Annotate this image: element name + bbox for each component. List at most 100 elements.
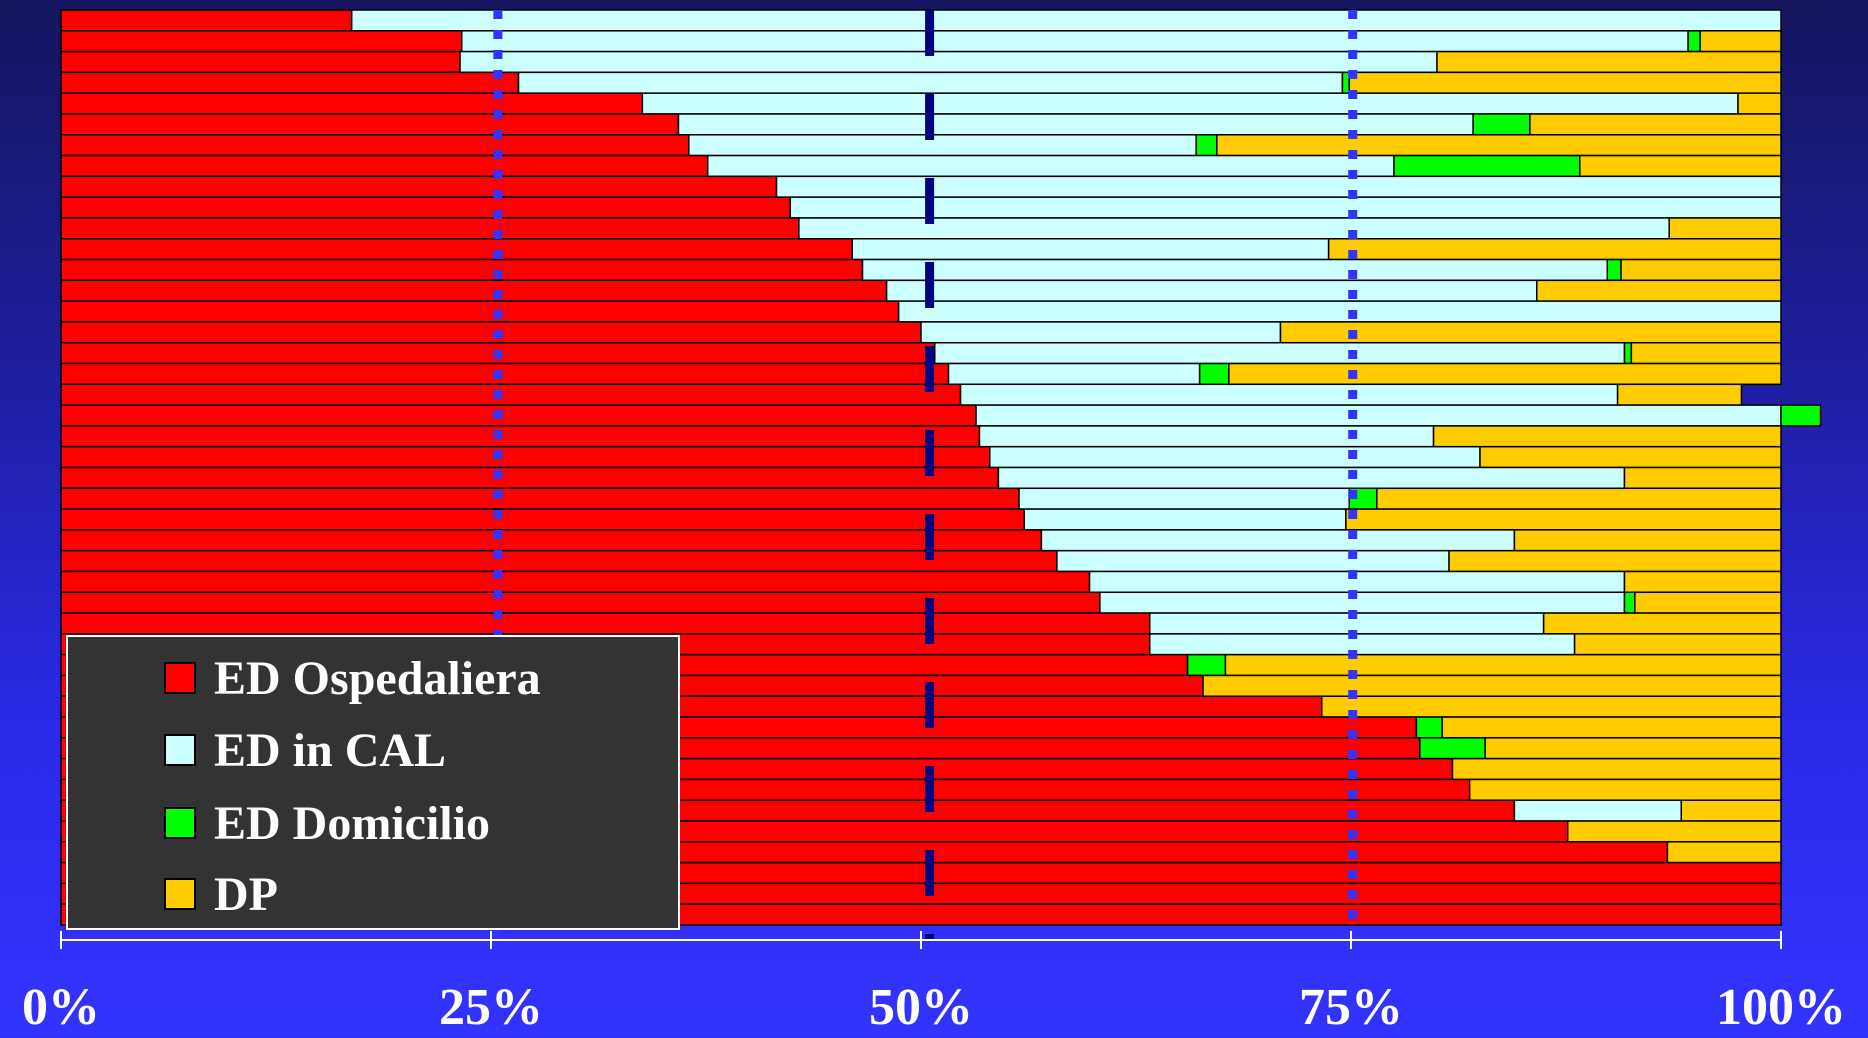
bar-segment	[688, 134, 1197, 157]
reference-lines	[493, 10, 1358, 940]
bar-segment	[885, 279, 1538, 302]
bar-segment	[959, 383, 1619, 406]
legend-item-ed-domicilio: ED Domicilio	[164, 797, 490, 850]
legend-swatch	[164, 807, 196, 839]
bar-segment	[1441, 716, 1782, 739]
bar-segment	[897, 300, 1782, 323]
bar-segment	[461, 30, 1689, 53]
x-tick-label: 100%	[1716, 979, 1846, 1036]
bar-segment	[1479, 445, 1782, 469]
bar-segment	[60, 258, 864, 282]
bar-segment	[1737, 92, 1782, 115]
bar-segment	[1195, 134, 1218, 157]
bar-segment	[1448, 549, 1782, 573]
bar-segment	[1228, 362, 1782, 386]
legend-item-ed-in-cal: ED in CAL	[164, 723, 447, 777]
bar-segment	[1393, 154, 1581, 178]
bar-segment	[60, 383, 962, 406]
bar-segment	[641, 92, 1739, 115]
bar-segment	[1699, 30, 1782, 53]
bar-segment	[1529, 113, 1782, 136]
bar-segment	[60, 508, 1025, 531]
bar-segment	[60, 134, 690, 157]
bar-segment	[60, 9, 353, 32]
bar-segment	[978, 425, 1435, 448]
bar-segment	[1623, 570, 1782, 594]
x-tick-label: 75%	[1299, 979, 1403, 1036]
bar-segment	[1666, 841, 1782, 864]
bar-segment	[789, 196, 1782, 219]
bar-segment	[1099, 591, 1626, 614]
bar-segment	[1472, 113, 1531, 136]
bar-segment	[1668, 217, 1782, 240]
bar-segment	[60, 362, 950, 386]
bar-segment	[920, 321, 1282, 344]
bar-segment	[1623, 466, 1782, 490]
bar-segment	[60, 445, 991, 469]
bar-segment	[1202, 674, 1782, 697]
bar-segment	[1186, 653, 1227, 677]
bar-segment	[1579, 154, 1782, 178]
bar-segment	[60, 92, 644, 115]
bar-segment	[1149, 612, 1545, 635]
bar-segment	[1023, 508, 1347, 531]
bar-segment	[459, 50, 1438, 74]
x-axis	[60, 931, 1782, 949]
bar-segment	[1513, 529, 1782, 552]
bar-segment	[1566, 820, 1782, 843]
bar-segment	[60, 529, 1043, 552]
bar-segment	[1536, 279, 1782, 302]
bar-segment	[1630, 341, 1782, 365]
bar-segment	[1432, 425, 1782, 448]
bar-segment	[1687, 30, 1701, 53]
bar-segment	[60, 175, 778, 198]
bar-segment	[60, 279, 888, 302]
bar-segment	[60, 196, 792, 219]
bar-segment	[1616, 383, 1743, 406]
legend-item-ed-ospedaliera: ED Ospedaliera	[164, 652, 541, 705]
bar-segment	[1623, 341, 1633, 365]
bar-segment	[60, 612, 1151, 635]
bar-segment	[60, 549, 1058, 573]
bar-segment	[60, 404, 977, 427]
bar-segment	[60, 487, 1020, 510]
bar-segment	[1620, 258, 1782, 282]
bar-segment	[60, 71, 520, 94]
x-tick-label: 0%	[22, 979, 100, 1036]
bar-segment	[1513, 799, 1682, 822]
bar-segment	[1018, 487, 1351, 510]
bar-segment	[1623, 591, 1636, 614]
bar-segment	[1484, 737, 1782, 760]
bar-segment	[1348, 71, 1782, 94]
legend-item-dp: DP	[164, 867, 278, 921]
bar-segment	[1040, 529, 1516, 552]
legend-label: DP	[214, 867, 278, 921]
legend-label: ED in CAL	[214, 723, 447, 777]
bar-segment	[997, 466, 1626, 490]
x-tick-label: 25%	[439, 979, 543, 1036]
bar-segment	[1149, 633, 1576, 656]
legend-swatch	[164, 878, 196, 910]
bar-segment	[1419, 737, 1486, 760]
bar-segment	[1468, 778, 1782, 801]
bar-segment	[947, 362, 1201, 386]
bar-segment	[60, 321, 922, 344]
bar-segment	[60, 570, 1091, 594]
legend-swatch	[164, 662, 196, 694]
bar-segment	[517, 71, 1344, 94]
bar-segment	[1216, 134, 1782, 157]
bar-segment	[1436, 50, 1782, 74]
bar-segment	[1606, 258, 1622, 282]
bar-segment	[1415, 716, 1443, 739]
legend: ED Ospedaliera ED in CAL ED Domicilio DP	[66, 635, 680, 930]
bar-segment	[1573, 633, 1782, 656]
bar-segment	[1327, 238, 1782, 261]
bar-segment	[989, 445, 1481, 469]
bar-segment	[706, 154, 1395, 178]
bar-segment	[1680, 799, 1782, 822]
bar-segment	[60, 217, 800, 240]
bar-segment	[1376, 487, 1782, 510]
bar-segment	[1780, 404, 1822, 427]
bar-segment	[1542, 612, 1782, 635]
bar-segment	[1224, 653, 1782, 677]
